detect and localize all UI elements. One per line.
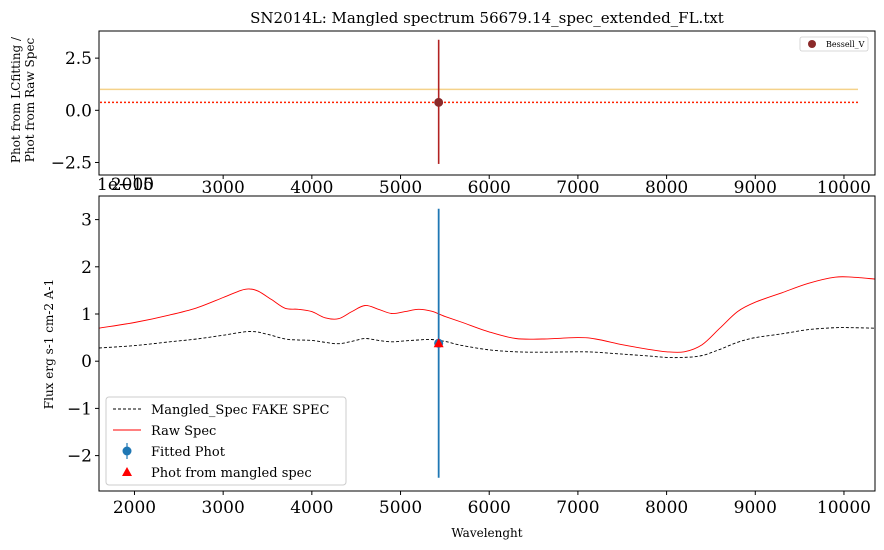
bottom-ytick-label: 3	[81, 211, 92, 231]
bottom-points	[433, 208, 444, 478]
top-yticks: 2.5 0.0 −2.5	[51, 49, 99, 173]
top-xticks: 3000 4000 5000 6000 7000 8000 9000 10000 2000	[111, 175, 871, 198]
top-title: SN2014L: Mangled spectrum 56679.14_spec_…	[250, 9, 724, 27]
bottom-plot-frame	[98, 195, 876, 492]
top-xtick-label: 4000	[290, 178, 333, 198]
bottom-plot-content	[99, 276, 875, 359]
top-legend: Bessell_V	[799, 36, 869, 52]
top-xtick-label: 9000	[734, 178, 777, 198]
bottom-xlabel: Wavelenght	[451, 526, 522, 540]
bottom-yticks: 3 2 1 0 −1 −2	[67, 211, 99, 467]
bottom-xtick-label: 10000	[817, 498, 871, 518]
bottom-ytick-label: −2	[67, 447, 92, 467]
bottom-xtick-label: 7000	[556, 498, 599, 518]
top-legend-label: Bessell_V	[826, 40, 865, 49]
top-xtick-label: 7000	[556, 178, 599, 198]
legend-mangled-label: Mangled_Spec FAKE SPEC	[151, 403, 330, 418]
legend-mangled-phot-marker	[122, 467, 132, 476]
top-point-bessell-v	[434, 97, 444, 107]
bottom-ylabel: Flux erg s-1 cm-2 A-1	[42, 279, 56, 409]
offset-label: 1e−15	[97, 175, 154, 195]
bottom-legend-box	[105, 396, 347, 486]
bottom-xticks: 2000 3000 4000 5000 6000 7000 8000 9000 10000	[113, 491, 871, 518]
bottom-legend: Mangled_Spec FAKE SPEC Raw Spec Fitted P…	[105, 396, 347, 486]
bottom-xtick-label: 8000	[645, 498, 688, 518]
top-ytick-label: 2.5	[65, 49, 92, 69]
bottom-xtick-label: 3000	[202, 498, 245, 518]
top-plot-content	[100, 39, 858, 164]
bottom-panel: Flux erg s-1 cm-2 A-1 Wavelenght 3 2 1 0 −1 −…	[42, 195, 876, 540]
bottom-xtick-label: 9000	[734, 498, 777, 518]
bottom-ytick-label: 1	[81, 305, 92, 325]
top-ylabel-line2: Phot from Raw Spec	[23, 37, 37, 162]
top-ytick-label: 0.0	[65, 101, 92, 121]
mangled-phot-point	[433, 338, 444, 348]
mangled-spec-line	[99, 327, 875, 359]
bottom-xtick-label: 2000	[113, 498, 156, 518]
top-ytick-label: −2.5	[51, 153, 92, 173]
legend-fitted-label: Fitted Phot	[151, 445, 226, 460]
bottom-ytick-label: −1	[67, 399, 92, 419]
top-xtick-label: 8000	[645, 178, 688, 198]
top-xtick-label: 5000	[379, 178, 422, 198]
top-xtick-label: 3000	[202, 178, 245, 198]
top-plot-frame	[98, 30, 876, 176]
legend-fitted-marker	[122, 446, 132, 456]
top-xtick-label: 6000	[468, 178, 511, 198]
bottom-xtick-label: 4000	[290, 498, 333, 518]
raw-spec-line	[99, 276, 875, 353]
top-legend-box	[799, 36, 869, 52]
legend-raw-label: Raw Spec	[151, 424, 216, 439]
top-xtick-label: 10000	[817, 178, 871, 198]
bottom-ytick-label: 0	[81, 352, 92, 372]
top-xtick-label: 2000	[111, 175, 154, 195]
top-ylabel-line1: Phot from LCfitting /	[9, 36, 23, 163]
legend-mangled-phot-label: Phot from mangled spec	[151, 466, 312, 481]
top-legend-marker	[808, 40, 816, 48]
bottom-ytick-label: 2	[81, 258, 92, 278]
bottom-xtick-label: 6000	[468, 498, 511, 518]
bottom-xtick-label: 5000	[379, 498, 422, 518]
top-panel: SN2014L: Mangled spectrum 56679.14_spec_…	[9, 9, 876, 198]
